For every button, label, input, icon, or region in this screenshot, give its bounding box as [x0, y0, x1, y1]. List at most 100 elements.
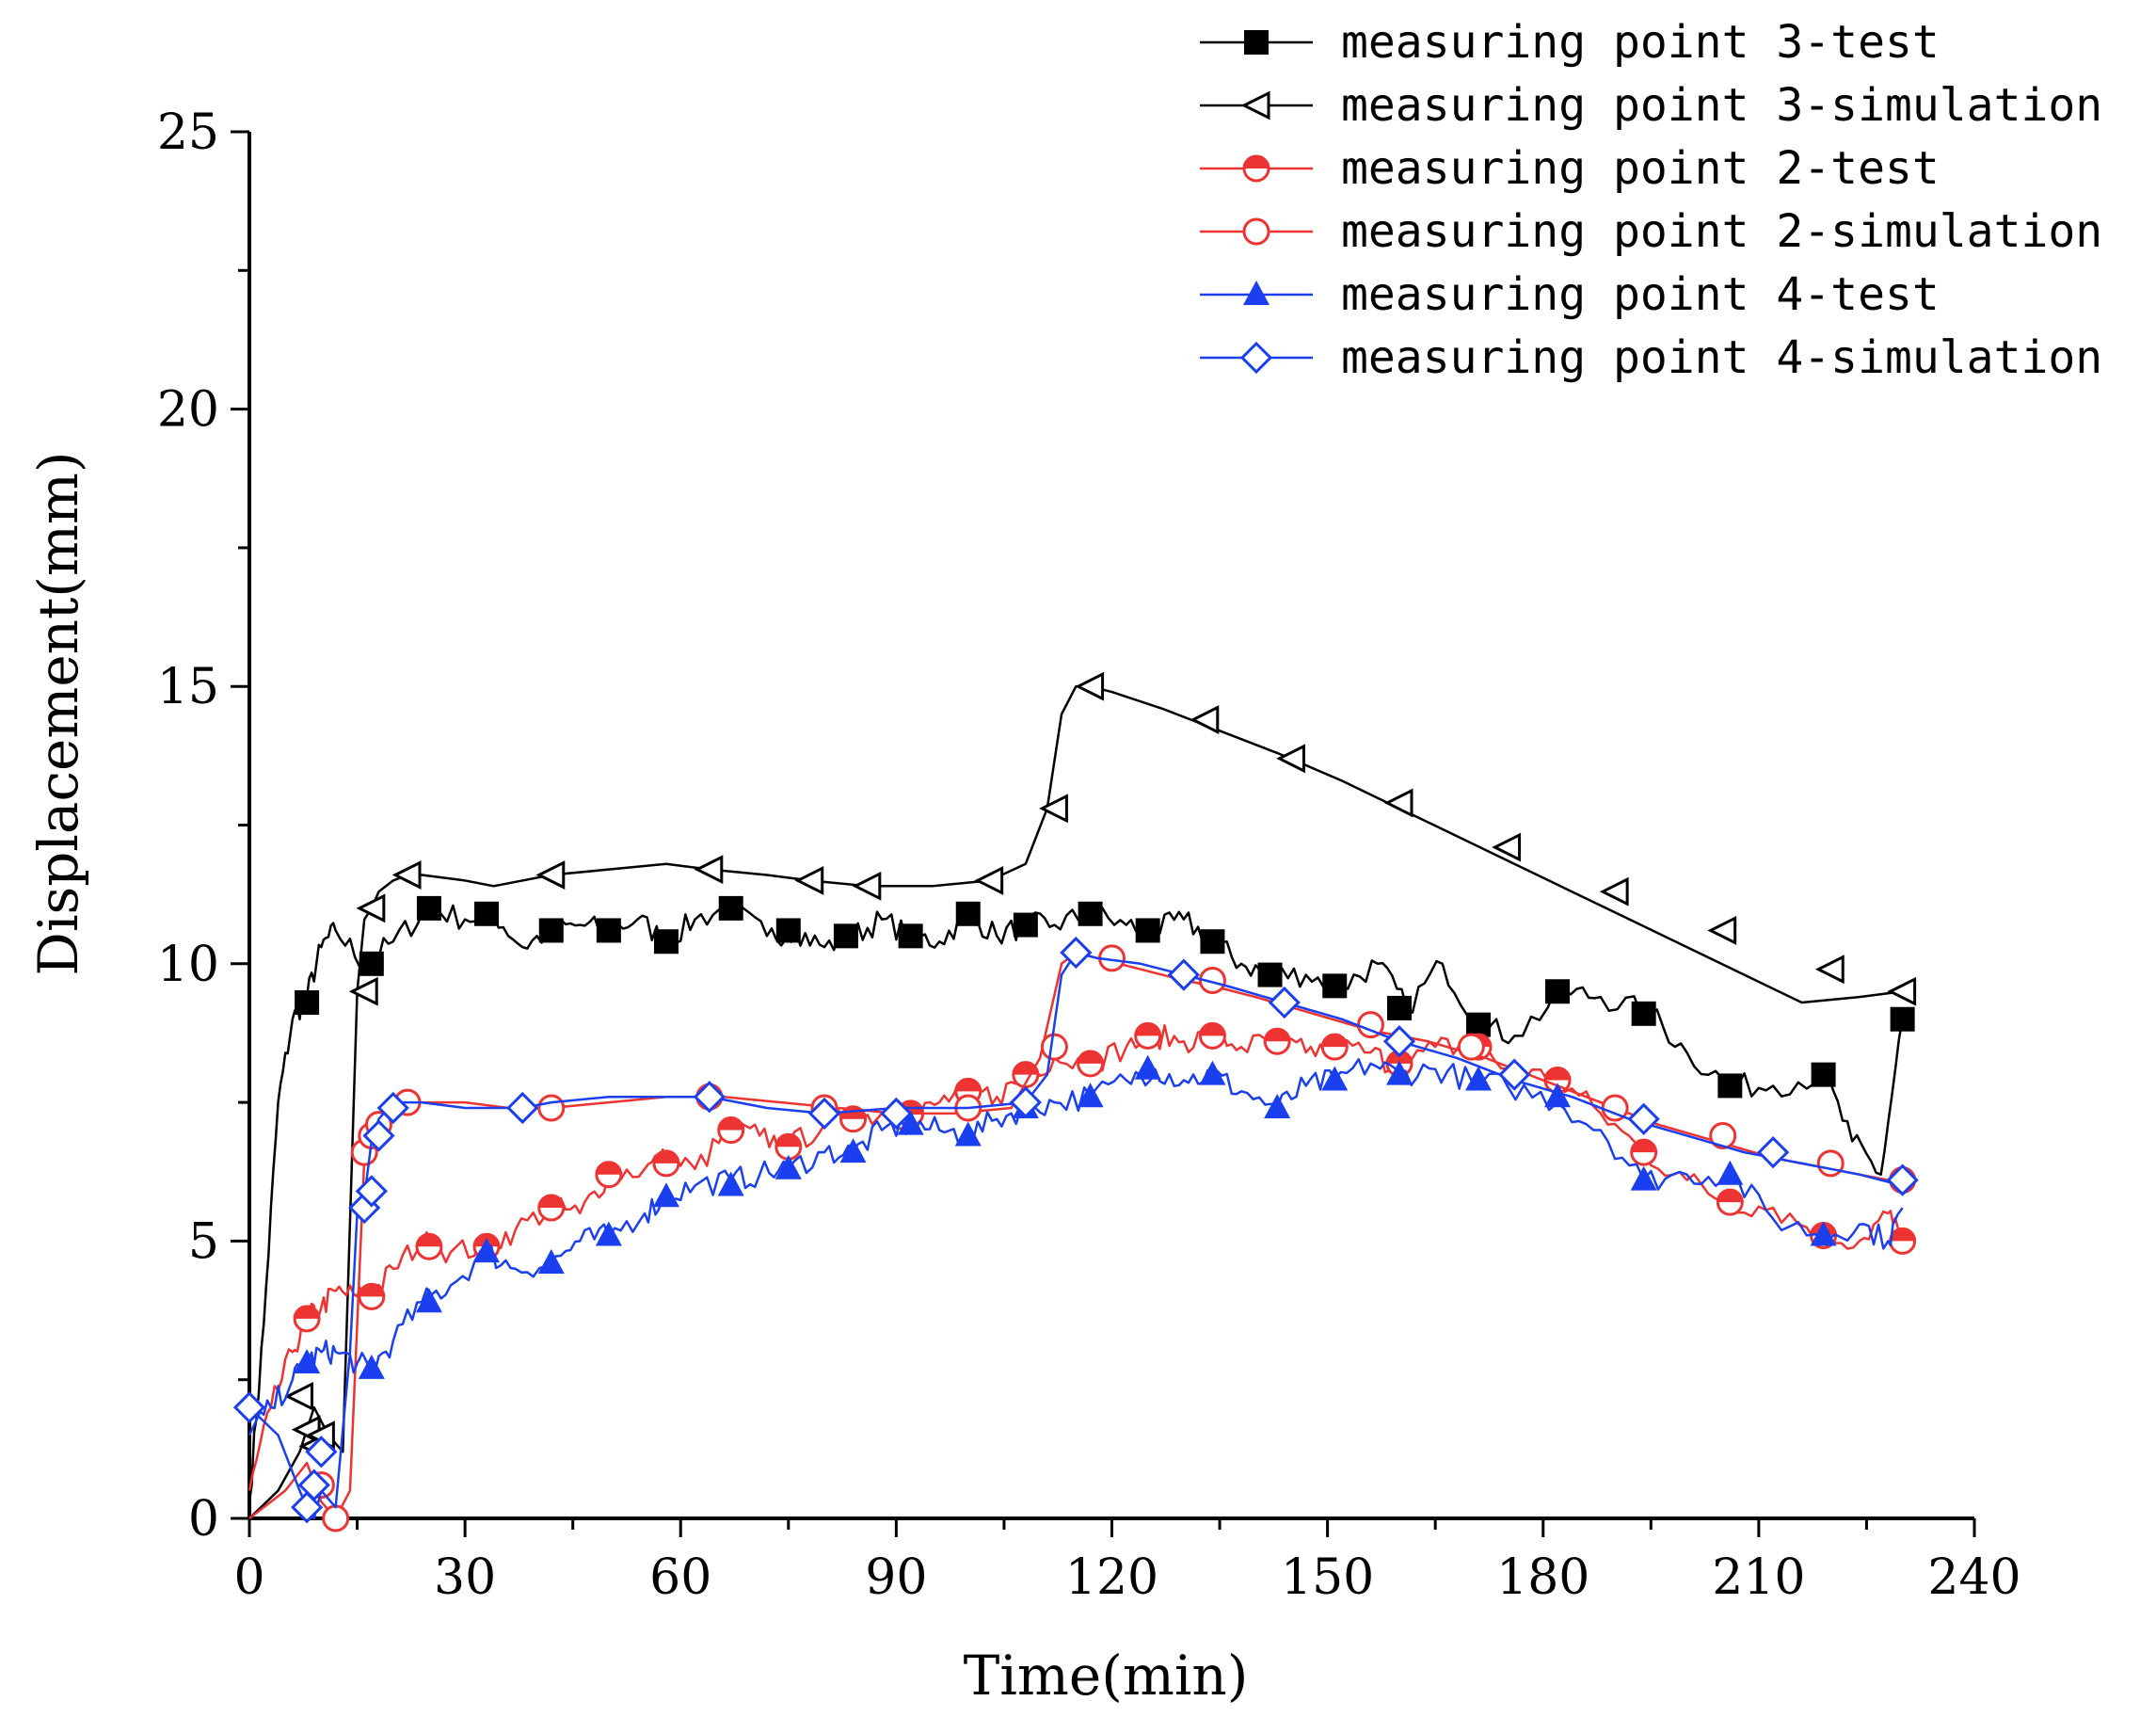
data-point — [1321, 1066, 1349, 1091]
legend-item: measuring point 3-simulation — [1200, 79, 2102, 132]
data-point — [1078, 901, 1103, 926]
data-point — [1544, 1083, 1572, 1108]
x-tick-label: 90 — [865, 1549, 927, 1606]
data-point — [775, 918, 801, 943]
data-point — [1890, 1006, 1915, 1032]
data-point — [1816, 1149, 1845, 1178]
data-point — [880, 1097, 913, 1131]
data-point — [717, 1171, 744, 1196]
data-point — [1077, 1050, 1105, 1078]
series-layer — [232, 671, 1919, 1532]
data-point — [595, 1221, 622, 1246]
data-point — [1498, 1058, 1531, 1091]
legend-item: measuring point 3-test — [1200, 16, 1940, 69]
data-point — [955, 901, 981, 926]
data-point — [1382, 1025, 1416, 1058]
legend-label: measuring point 2-test — [1341, 142, 1940, 195]
y-tick-label: 15 — [157, 659, 219, 715]
data-point — [897, 1110, 924, 1135]
y-tick-label: 0 — [188, 1491, 219, 1548]
data-point — [839, 1138, 867, 1163]
data-point — [362, 1119, 395, 1152]
legend-marker — [1239, 341, 1273, 375]
data-point — [1257, 962, 1283, 987]
data-point — [595, 1161, 623, 1189]
y-tick-label: 25 — [157, 104, 219, 161]
data-point — [1009, 1085, 1042, 1119]
data-point — [794, 865, 824, 895]
legend-item: measuring point 4-simulation — [1200, 331, 2102, 384]
data-point — [852, 871, 882, 901]
legend-label: measuring point 4-test — [1341, 268, 1940, 321]
data-point — [1190, 705, 1220, 734]
data-point — [1811, 1062, 1836, 1087]
data-point — [391, 860, 422, 890]
data-point — [1757, 1136, 1790, 1169]
data-point — [1198, 966, 1226, 994]
data-point — [1276, 744, 1305, 774]
data-point — [1466, 1012, 1492, 1037]
data-point — [1810, 1221, 1837, 1246]
data-point — [898, 923, 923, 949]
data-point — [954, 1121, 982, 1147]
data-point — [652, 1149, 680, 1178]
data-point — [1627, 1102, 1660, 1135]
data-point — [537, 1194, 566, 1222]
data-point — [356, 893, 386, 923]
data-point — [652, 1182, 679, 1208]
legend-marker — [1242, 154, 1270, 183]
data-point — [1630, 1165, 1657, 1191]
data-point — [359, 951, 384, 976]
x-tick-label: 0 — [233, 1549, 264, 1606]
data-point — [1198, 1021, 1226, 1050]
y-tick-label: 20 — [157, 382, 219, 439]
legend-marker — [1244, 30, 1269, 55]
data-point — [1707, 916, 1737, 945]
data-point — [653, 929, 679, 955]
legend-marker — [1243, 281, 1270, 305]
data-point — [596, 918, 621, 943]
data-point — [1200, 929, 1225, 955]
legend-label: measuring point 4-simulation — [1341, 331, 2102, 384]
data-point — [1134, 1021, 1162, 1050]
data-point — [538, 918, 564, 943]
legend-label: measuring point 3-simulation — [1341, 79, 2102, 132]
data-point — [358, 1354, 385, 1379]
tick-labels: 0 30 60 90 120 150 180 210 240 0 5 10 15 20 25 — [157, 104, 2021, 1606]
data-point — [1717, 1073, 1743, 1099]
data-point — [537, 1248, 565, 1274]
legend-item: measuring point 2-simulation — [1200, 205, 2102, 258]
legend-marker — [1242, 217, 1270, 246]
legend: measuring point 3-test measuring point 3-… — [1200, 16, 2102, 384]
data-point — [775, 1154, 802, 1179]
legend-item: measuring point 2-test — [1200, 142, 1940, 195]
data-point — [358, 1282, 386, 1310]
data-point — [305, 1436, 338, 1468]
y-tick-label: 5 — [188, 1213, 219, 1270]
series-line — [248, 951, 1903, 1520]
data-point — [1886, 1163, 1919, 1196]
data-point — [1386, 1060, 1413, 1085]
data-point — [1709, 1121, 1737, 1149]
y-axis-title: Displacement(mm) — [26, 451, 90, 975]
data-point — [1383, 788, 1413, 818]
data-point — [1814, 955, 1845, 985]
x-tick-label: 30 — [434, 1549, 496, 1606]
x-tick-label: 60 — [649, 1549, 711, 1606]
data-point — [537, 1094, 566, 1122]
data-point — [1075, 671, 1105, 701]
x-tick-label: 240 — [1927, 1549, 2020, 1606]
data-point — [376, 1091, 409, 1125]
data-point — [355, 1175, 388, 1208]
data-point — [1134, 1054, 1161, 1080]
series-line — [248, 901, 1904, 1502]
data-point — [1077, 1083, 1104, 1108]
data-point — [415, 1232, 443, 1260]
data-point — [1545, 979, 1571, 1004]
data-point — [284, 1381, 313, 1411]
x-tick-label: 210 — [1712, 1549, 1805, 1606]
data-point — [974, 865, 1004, 895]
data-point — [807, 1097, 841, 1131]
data-point — [1040, 1033, 1068, 1061]
